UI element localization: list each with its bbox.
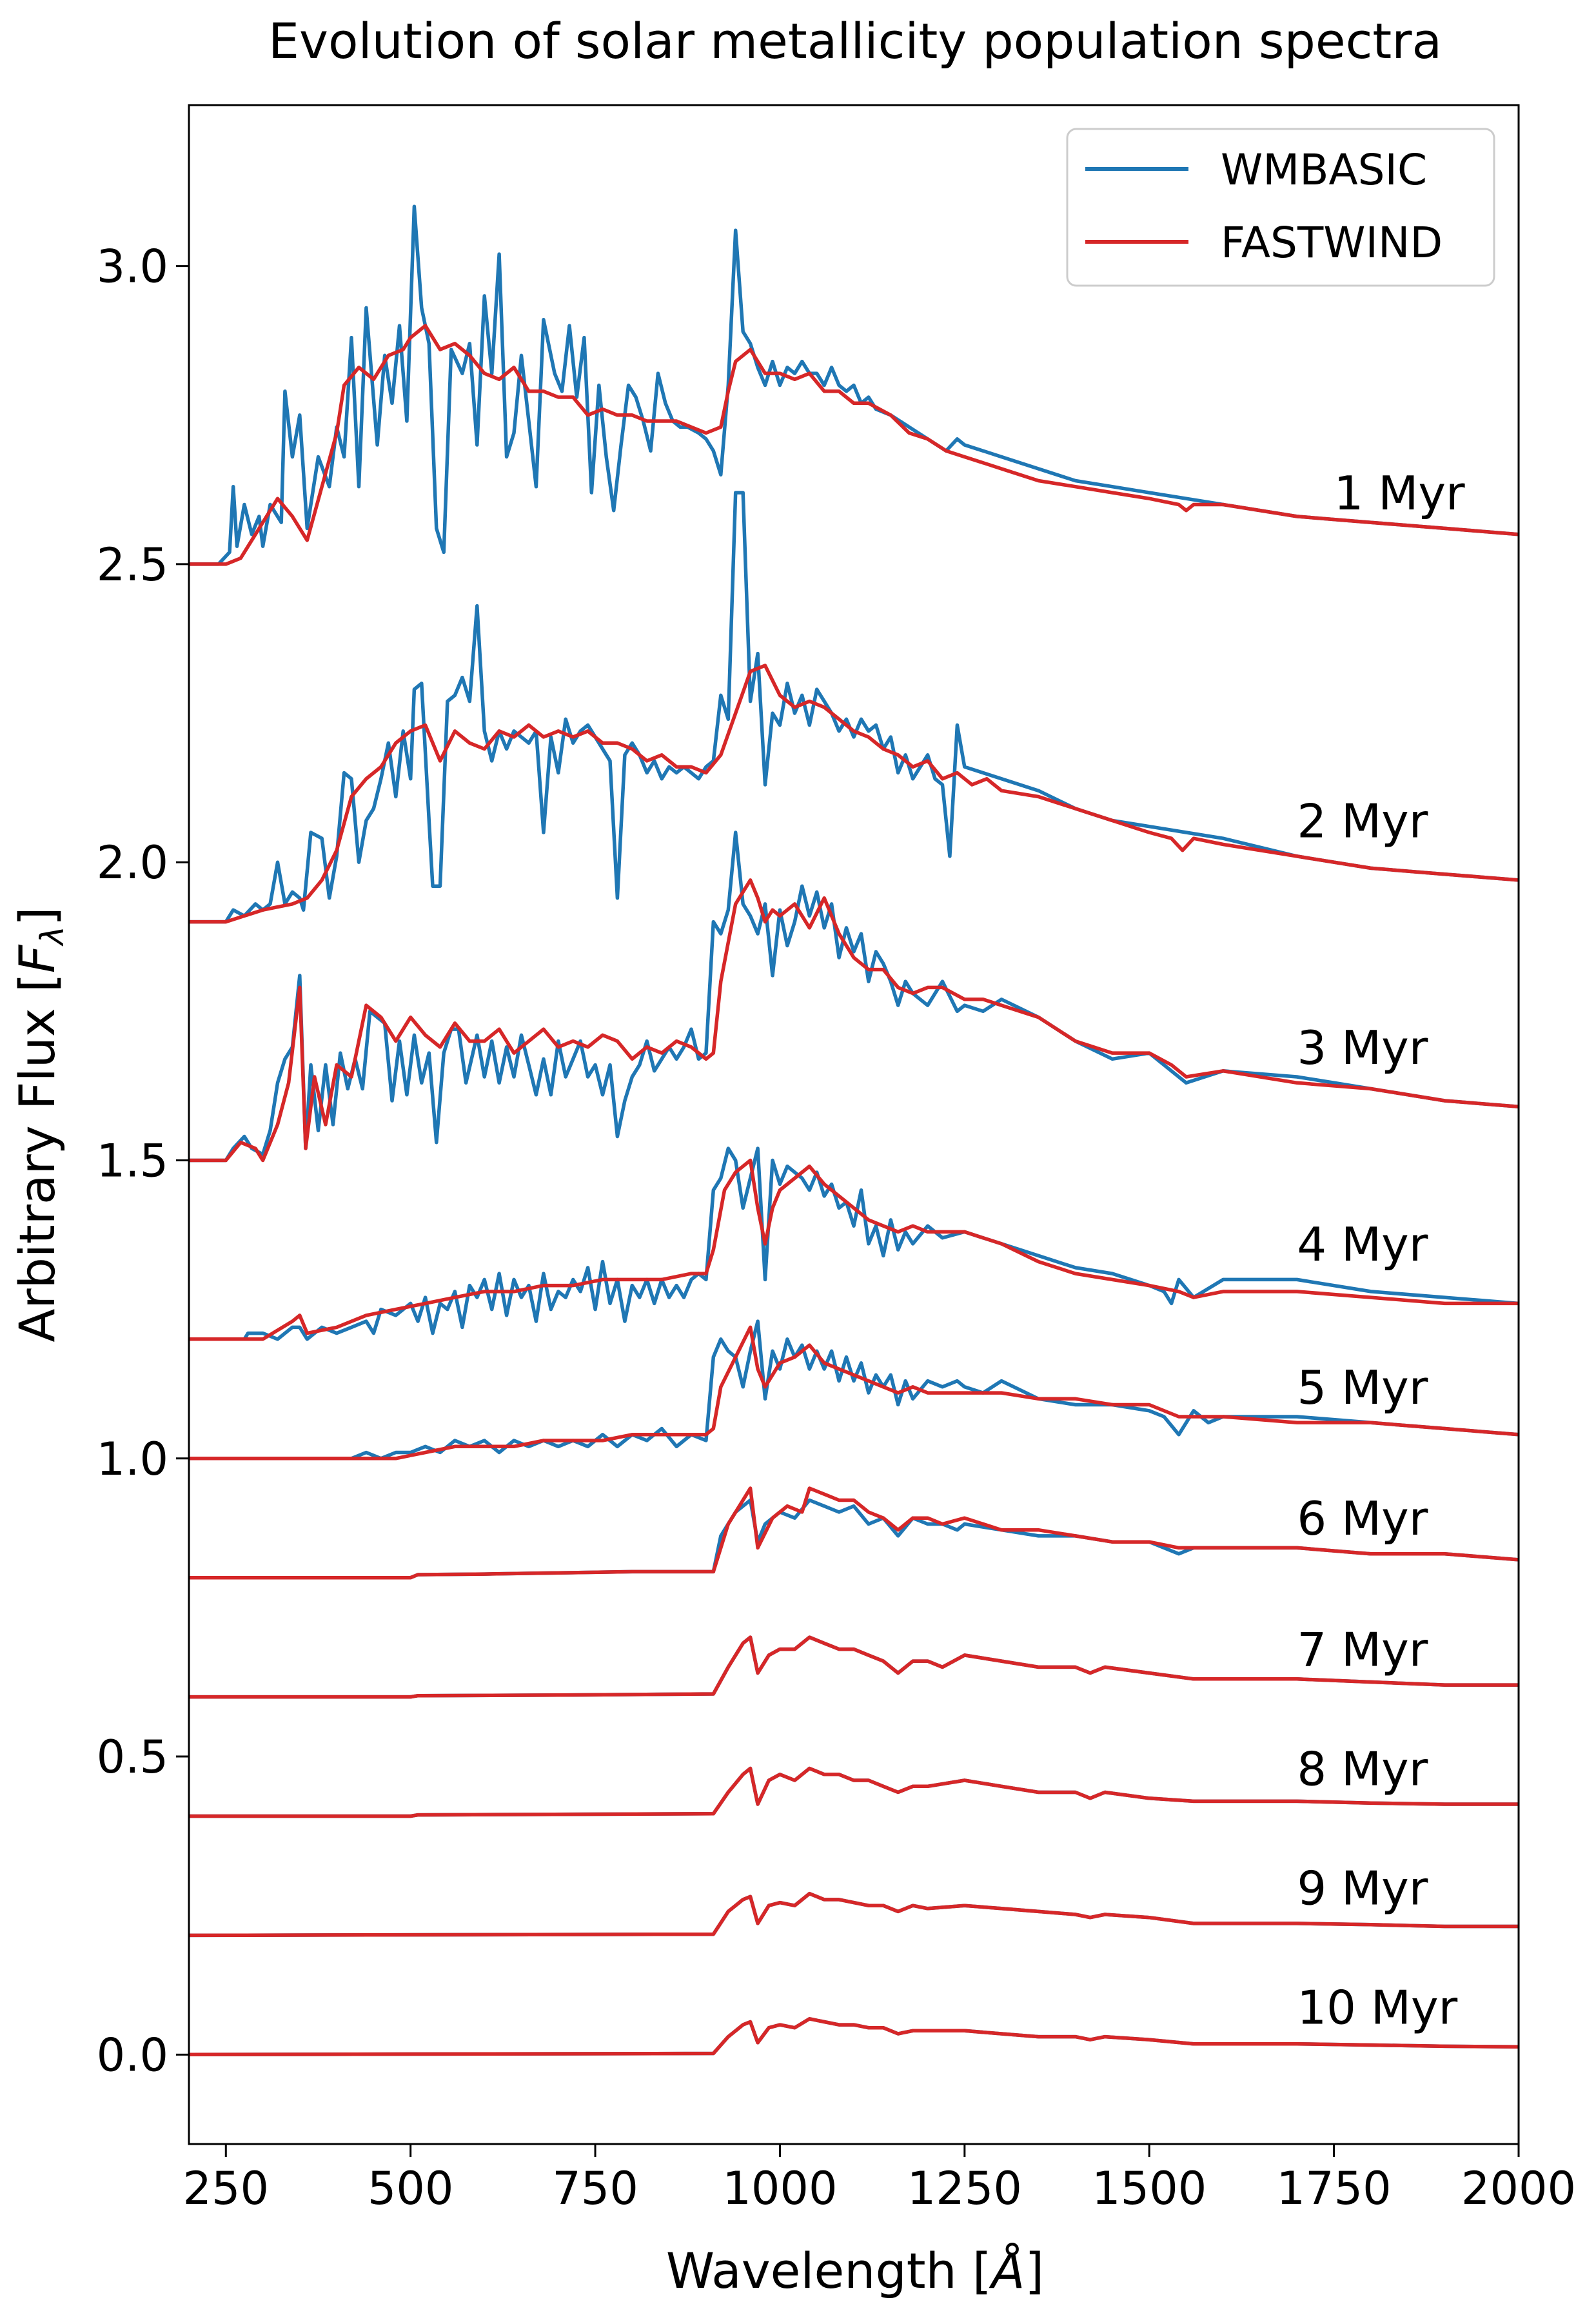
fastwind-line-10-myr xyxy=(189,2017,1519,2057)
fastwind-line-6-myr xyxy=(189,1486,1519,1580)
y-tick-label: 1.5 xyxy=(97,1134,168,1187)
series-layer xyxy=(189,204,1519,2057)
fastwind-line-4-myr xyxy=(189,1158,1519,1341)
x-tick-label: 1750 xyxy=(1277,2162,1392,2215)
fastwind-line-2-myr xyxy=(189,664,1519,924)
x-tick-label: 1250 xyxy=(907,2162,1022,2215)
age-label-7-myr: 7 Myr xyxy=(1297,1623,1428,1677)
age-label-5-myr: 5 Myr xyxy=(1297,1361,1428,1415)
wmbasic-line-3-myr xyxy=(189,831,1519,1163)
x-tick-label: 1500 xyxy=(1092,2162,1207,2215)
fastwind-line-1-myr xyxy=(189,324,1519,566)
age-label-1-myr: 1 Myr xyxy=(1334,466,1465,520)
x-tick-label: 500 xyxy=(368,2162,454,2215)
x-tick-label: 2000 xyxy=(1461,2162,1576,2215)
legend-wmbasic-label: WMBASIC xyxy=(1221,145,1427,195)
age-label-3-myr: 3 Myr xyxy=(1297,1021,1428,1075)
age-labels: 1 Myr 2 Myr 3 Myr 4 Myr 5 Myr 6 Myr 7 Myr 8 Myr… xyxy=(1297,466,1465,2034)
x-tick-label: 1000 xyxy=(722,2162,837,2215)
y-tick-label: 3.0 xyxy=(97,241,168,293)
legend: WMBASIC FASTWIND xyxy=(1066,128,1495,287)
age-label-4-myr: 4 Myr xyxy=(1297,1217,1428,1272)
y-tick-label: 0.5 xyxy=(97,1731,168,1784)
age-label-9-myr: 9 Myr xyxy=(1297,1861,1428,1915)
plot-frame xyxy=(188,104,1520,2145)
wmbasic-line-4-myr xyxy=(189,1146,1519,1341)
x-tick-label: 750 xyxy=(552,2162,638,2215)
chart-title: Evolution of solar metallicity populatio… xyxy=(268,12,1442,70)
x-axis-label: Wavelength [Å] xyxy=(666,2242,1044,2299)
y-axis-label: Arbitrary Flux [Fλ] xyxy=(8,907,71,1342)
y-tick-label: 0.0 xyxy=(97,2029,168,2081)
fastwind-line-8-myr xyxy=(189,1766,1519,1818)
axis-ticks: 250 500 750 1000 1250 1500 1750 2000 0.0 0.5 1.0 1.… xyxy=(97,241,1576,2215)
age-label-6-myr: 6 Myr xyxy=(1297,1491,1428,1546)
x-tick-label: 250 xyxy=(182,2162,269,2215)
age-label-10-myr: 10 Myr xyxy=(1297,1980,1457,2034)
y-tick-label: 1.0 xyxy=(97,1433,168,1486)
age-label-2-myr: 2 Myr xyxy=(1297,794,1428,848)
y-tick-label: 2.0 xyxy=(97,836,168,889)
fastwind-line-5-myr xyxy=(189,1325,1519,1461)
y-tick-label: 2.5 xyxy=(97,538,168,591)
legend-fastwind-label: FASTWIND xyxy=(1221,218,1443,268)
fastwind-line-7-myr xyxy=(189,1635,1519,1699)
age-label-8-myr: 8 Myr xyxy=(1297,1742,1428,1796)
fastwind-line-9-myr xyxy=(189,1891,1519,1938)
fastwind-line-3-myr xyxy=(189,878,1519,1163)
